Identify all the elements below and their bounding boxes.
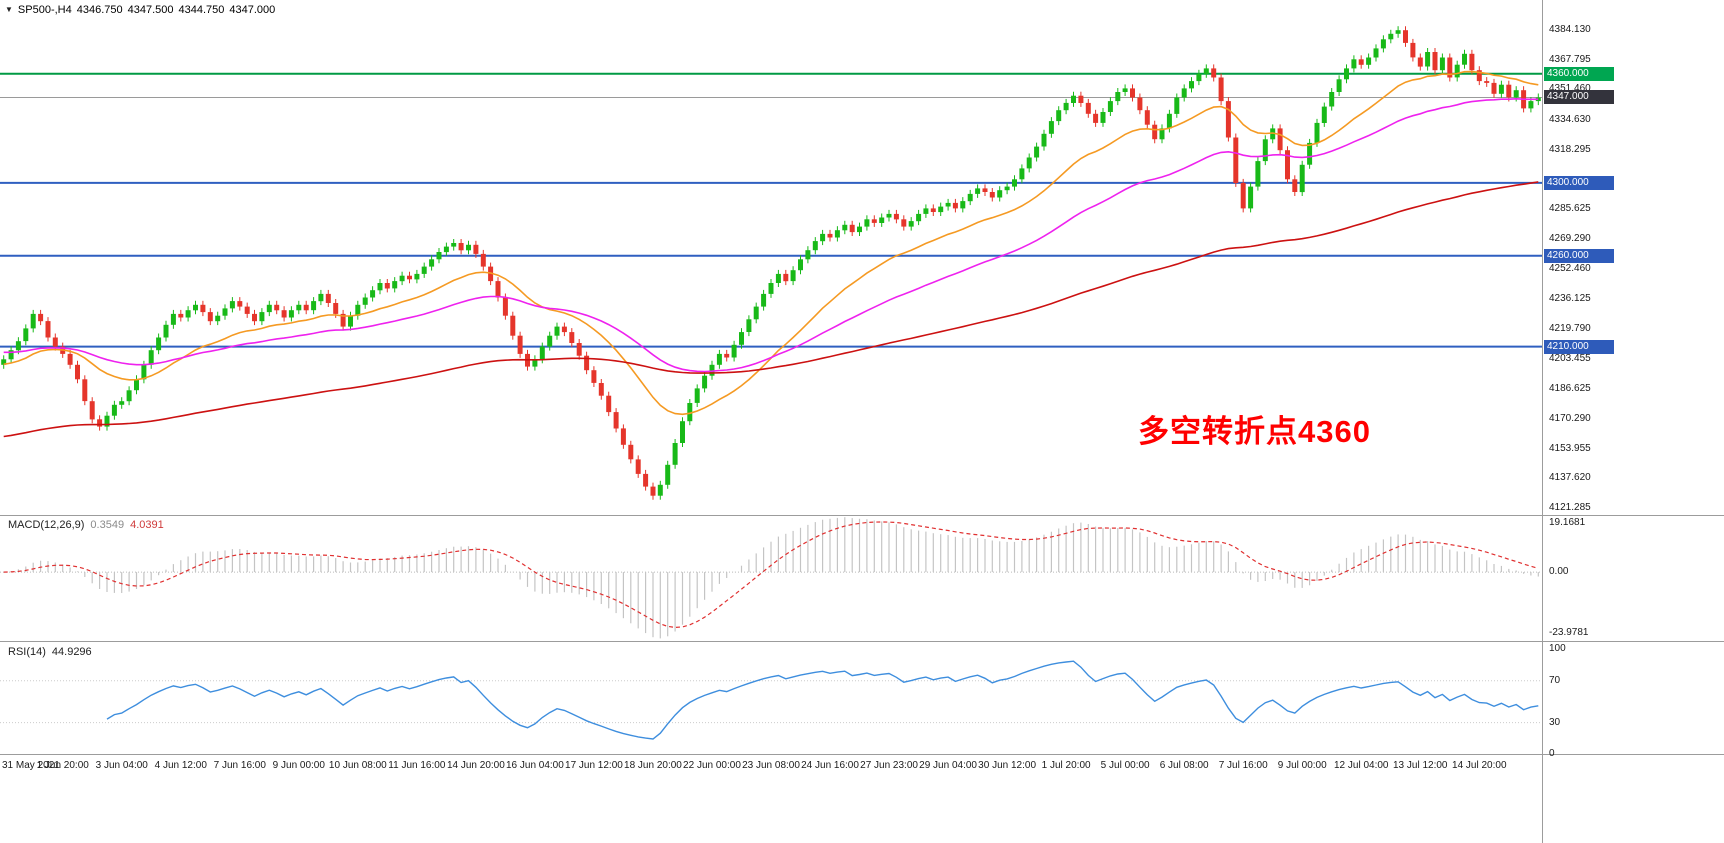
time-label: 5 Jul 00:00 [1100, 760, 1150, 771]
price-open-value: 4346.750 [76, 4, 123, 16]
price-tick-label: 4384.130 [1549, 23, 1591, 35]
price-level-badge: 4300.000 [1544, 175, 1614, 190]
rsi-tick-label: 70 [1549, 674, 1561, 686]
price-tick-label: 4285.625 [1549, 203, 1591, 215]
time-label: 7 Jul 16:00 [1218, 760, 1268, 771]
time-label: 14 Jul 20:00 [1452, 760, 1507, 771]
time-label: 6 Jul 08:00 [1159, 760, 1209, 771]
time-label: 3 Jun 04:00 [95, 760, 148, 771]
time-label: 14 Jun 20:00 [446, 760, 505, 771]
time-label: 12 Jul 04:00 [1333, 760, 1389, 771]
rsi-tick-label: 100 [1549, 643, 1566, 655]
price-tick-label: 4252.460 [1549, 263, 1591, 275]
time-label: 9 Jun 00:00 [272, 760, 325, 771]
macd-tick-label: -23.9781 [1549, 627, 1589, 639]
rsi-value: 44.9296 [51, 646, 92, 658]
rsi-tick-label: 0 [1549, 748, 1555, 759]
rsi-name: RSI(14) [8, 646, 46, 658]
time-label: 30 Jun 12:00 [978, 760, 1037, 771]
macd-tick-label: 19.1681 [1549, 517, 1586, 529]
price-level-badge: 4360.000 [1544, 66, 1614, 81]
macd-indicator-label: MACD(12,26,9) 0.3549 4.0391 [8, 519, 164, 531]
time-label: 27 Jun 23:00 [860, 760, 918, 771]
price-tick-label: 4121.285 [1549, 501, 1591, 513]
pivot-annotation-text: 多空转折点4360 [1138, 414, 1371, 449]
macd-main-value: 0.3549 [90, 519, 125, 531]
time-label: 22 Jun 00:00 [683, 760, 741, 771]
time-label: 9 Jul 00:00 [1277, 760, 1327, 771]
price-tick-label: 4351.460 [1549, 83, 1591, 95]
candles [1, 26, 1541, 500]
price-tick-label: 4186.625 [1549, 383, 1591, 395]
price-tick-label: 4170.290 [1549, 412, 1591, 424]
time-label: 13 Jul 12:00 [1393, 760, 1448, 771]
price-tick-label: 4367.795 [1549, 53, 1591, 65]
time-label: 1 Jul 20:00 [1041, 760, 1091, 771]
price-tick-label: 4236.125 [1549, 293, 1591, 305]
rsi-line [106, 660, 1539, 740]
rsi-tick-label: 30 [1549, 716, 1561, 728]
symbol-info-bar: ▼ SP500-,H4 4346.750 4347.500 4344.750 4347.0… [5, 4, 280, 16]
price-tick-label: 4203.455 [1549, 352, 1591, 364]
price-low-value: 4344.750 [178, 4, 225, 16]
price-close-value: 4347.000 [229, 4, 276, 16]
macd-tick-label: 0.00 [1549, 566, 1569, 578]
ma-slow-line [3, 181, 1539, 438]
price-tick-label: 4137.620 [1549, 472, 1591, 484]
time-label: 24 Jun 16:00 [801, 760, 859, 771]
macd-name: MACD(12,26,9) [8, 519, 85, 531]
price-tick-label: 4269.290 [1549, 232, 1591, 244]
time-label: 16 Jun 04:00 [505, 760, 564, 771]
ma-fast-line [3, 70, 1539, 416]
time-label: 11 Jun 16:00 [388, 760, 446, 771]
price-tick-label: 4318.295 [1549, 143, 1591, 155]
price-tick-label: 4153.955 [1549, 442, 1591, 454]
price-level-badge: 4347.000 [1544, 90, 1614, 105]
symbol-name: SP500-,H4 [17, 4, 72, 16]
price-tick-label: 4219.790 [1549, 322, 1591, 334]
time-label: 23 Jun 08:00 [742, 760, 800, 771]
price-level-badge: 4260.000 [1544, 248, 1614, 263]
time-label: 31 May 2021 [2, 760, 60, 771]
price-high-value: 4347.500 [127, 4, 174, 16]
time-label: 7 Jun 16:00 [213, 760, 266, 771]
ma-mid-line [3, 97, 1539, 373]
macd-signal-line [3, 521, 1539, 629]
price-level-badge: 4210.000 [1544, 339, 1614, 354]
time-label: 4 Jun 12:00 [154, 760, 207, 771]
time-label: 1 Jun 20:00 [36, 760, 89, 771]
time-label: 29 Jun 04:00 [919, 760, 977, 771]
time-label: 18 Jun 20:00 [624, 760, 682, 771]
macd-signal-value: 4.0391 [130, 519, 164, 531]
price-tick-label: 4334.630 [1549, 113, 1591, 125]
time-label: 17 Jun 12:00 [565, 760, 623, 771]
symbol-marker-icon[interactable]: ▼ [5, 5, 13, 14]
rsi-indicator-label: RSI(14) 44.9296 [8, 646, 92, 658]
macd-histogram [10, 517, 1539, 639]
time-label: 10 Jun 08:00 [328, 760, 387, 771]
